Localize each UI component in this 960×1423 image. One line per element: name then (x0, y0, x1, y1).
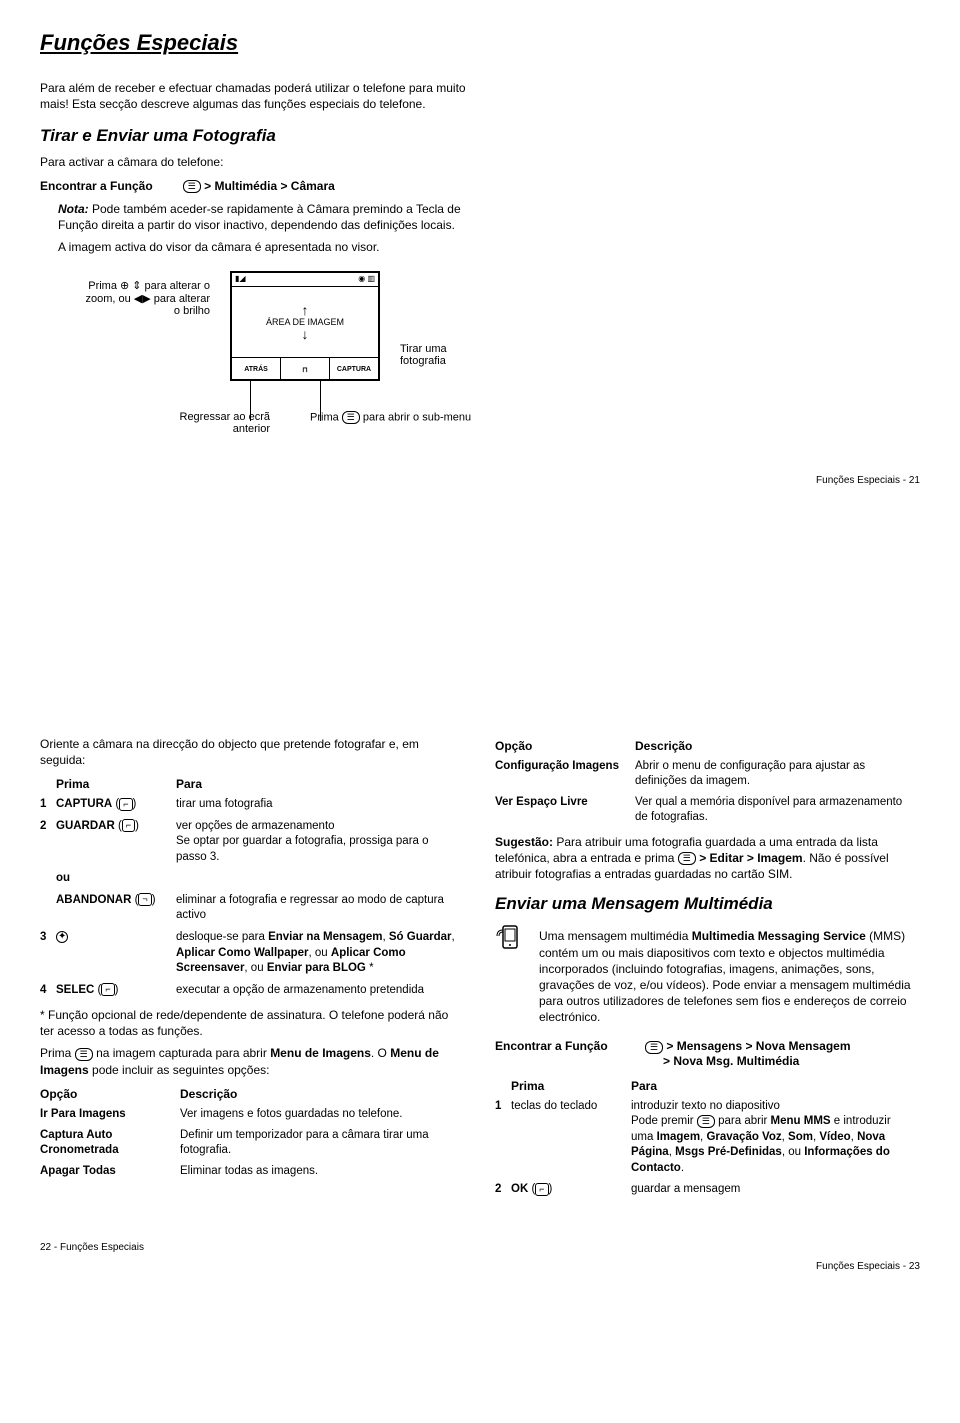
step2-desc: ver opções de armazenamento (176, 820, 335, 832)
menu-path-mms: ☰ > Mensagens > Nova Mensagem > Nova Msg… (645, 1039, 851, 1067)
page-21: Funções Especiais Para além de receber e… (0, 0, 960, 700)
camera-diagram: Prima ⊕ ⇕ para alterar o zoom, ou ◀▶ par… (80, 271, 920, 381)
step-row: 2 OK (⌐) guardar a mensagem (495, 1179, 920, 1201)
step-row: ABANDONAR (¬) eliminar a fotografia e re… (40, 890, 465, 927)
col-para: Para (176, 774, 465, 794)
screen-mock: ▮◢◉ ▥ ↑ ÁREA DE IMAGEM ↓ ATRÁS ⊓ CAPTURA (230, 271, 380, 381)
mms-step2-key: OK (511, 1183, 528, 1195)
screen-image-area: ↑ ÁREA DE IMAGEM ↓ (232, 287, 378, 357)
menu-path: ☰ > Multimédia > Câmara (183, 179, 335, 193)
mms-step1-desc2: Pode premir ☰ para abrir Menu MMS e intr… (631, 1115, 891, 1174)
mms-feature-icon (495, 922, 529, 956)
find-function-label: Encontrar a Função (495, 1039, 625, 1067)
page-footer-23: Funções Especiais - 23 (495, 1261, 920, 1272)
option-row: Configuração ImagensAbrir o menu de conf… (495, 756, 920, 792)
col-prima: Prima (56, 774, 176, 794)
section-heading-mms: Enviar uma Mensagem Multimédia (495, 894, 920, 914)
options-table-right: OpçãoDescrição Configuração ImagensAbrir… (495, 736, 920, 828)
option-row: Apagar TodasEliminar todas as imagens. (40, 1161, 465, 1182)
find-function-label: Encontrar a Função (40, 179, 153, 193)
note-label: Nota: (58, 202, 89, 216)
camera-visor: A imagem activa do visor da câmara é apr… (58, 239, 498, 255)
camera-activate: Para activar a câmara do telefone: (40, 154, 480, 170)
step2b-desc: eliminar a fotografia e regressar ao mod… (176, 890, 465, 927)
option-row: Ver Espaço LivreVer qual a memória dispo… (495, 792, 920, 828)
mms-step1-act: teclas do teclado (511, 1096, 631, 1180)
step2-key: GUARDAR (56, 820, 115, 832)
note-text: Pode também aceder-se rapidamente à Câma… (58, 202, 461, 232)
page-title: Funções Especiais (40, 30, 920, 56)
mms-step2-desc: guardar a mensagem (631, 1179, 920, 1201)
or-label: ou (56, 868, 176, 890)
mms-intro: Uma mensagem multimédia Multimedia Messa… (539, 928, 920, 1025)
menu-icon: ☰ (75, 1048, 93, 1061)
step-row: 2 GUARDAR (⌐) ver opções de armazenament… (40, 816, 465, 869)
diagram-submenu-label: Prima ☰ para abrir o sub-menu (310, 411, 480, 435)
path-text: > Multimédia > Câmara (204, 179, 335, 193)
col-desc: Descrição (635, 736, 920, 756)
submenu-a: Prima (310, 412, 342, 424)
screen-softkeys: ATRÁS ⊓ CAPTURA (232, 357, 378, 381)
page-22-23: Oriente a câmara na direcção do objecto … (0, 700, 960, 1380)
softkey-back: ATRÁS (232, 358, 281, 381)
step3-desc: desloque-se para Enviar na Mensagem, Só … (176, 927, 465, 980)
diagram-shoot-label: Tirar uma fotografia (400, 271, 480, 367)
page-23: OpçãoDescrição Configuração ImagensAbrir… (495, 730, 920, 1360)
intro-text: Para além de receber e efectuar chamadas… (40, 80, 480, 112)
softkey-icon: ⌐ (535, 1183, 548, 1196)
diagram-bottom-labels: Regressar ao ecrã anterior Prima ☰ para … (140, 411, 920, 435)
menu-icon: ☰ (342, 411, 360, 424)
step-row: ou (40, 868, 465, 890)
step-row: 3 desloque-se para Enviar na Mensagem, S… (40, 927, 465, 980)
star-footnote: * Função opcional de rede/dependente de … (40, 1007, 465, 1039)
orient-camera: Oriente a câmara na direcção do objecto … (40, 736, 465, 768)
steps-table: PrimaPara 1 CAPTURA (⌐) tirar uma fotogr… (40, 774, 465, 1001)
softkey-icon: ¬ (138, 893, 151, 906)
page-footer-22: 22 - Funções Especiais (40, 1242, 465, 1253)
diagram-zoom-label: Prima ⊕ ⇕ para alterar o zoom, ou ◀▶ par… (80, 271, 210, 317)
step2b-key: ABANDONAR (56, 894, 131, 906)
softkey-icon: ⌐ (122, 819, 135, 832)
step2-desc2: Se optar por guardar a fotografia, pross… (176, 835, 429, 863)
nav-icon (56, 931, 68, 943)
screen-statusbar: ▮◢◉ ▥ (232, 273, 378, 287)
step-row: 1 teclas do teclado introduzir texto no … (495, 1096, 920, 1180)
mms-intro-row: Uma mensagem multimédia Multimedia Messa… (495, 922, 920, 1031)
menu-icon: ☰ (678, 852, 696, 865)
step1-desc: tirar uma fotografia (176, 794, 465, 816)
menu-imagens-intro: Prima ☰ na imagem capturada para abrir M… (40, 1045, 465, 1077)
section-heading-photo: Tirar e Enviar uma Fotografia (40, 126, 920, 146)
find-function-row: Encontrar a Função ☰ > Multimédia > Câma… (40, 179, 480, 193)
col-prima: Prima (511, 1076, 631, 1096)
page-22: Oriente a câmara na direcção do objecto … (40, 730, 465, 1360)
option-row: Captura Auto CronometradaDefinir um temp… (40, 1125, 465, 1161)
softkey-icon: ⌐ (119, 798, 132, 811)
softkey-icon: ⌐ (101, 983, 114, 996)
options-table-left: OpçãoDescrição Ir Para ImagensVer imagen… (40, 1084, 465, 1182)
camera-note: Nota: Pode também aceder-se rapidamente … (58, 201, 498, 233)
find-function-row-mms: Encontrar a Função ☰ > Mensagens > Nova … (495, 1039, 920, 1067)
col-option: Opção (40, 1084, 180, 1104)
page-footer-21: Funções Especiais - 21 (40, 475, 920, 486)
col-para: Para (631, 1076, 920, 1096)
tip-text: Sugestão: Para atribuir uma fotografia g… (495, 834, 920, 883)
menu-icon: ☰ (183, 180, 201, 193)
step4-desc: executar a opção de armazenamento preten… (176, 980, 465, 1002)
mms-steps-table: PrimaPara 1 teclas do teclado introduzir… (495, 1076, 920, 1201)
mms-step1-desc: introduzir texto no diapositivo (631, 1100, 780, 1112)
menu-icon: ☰ (645, 1041, 663, 1054)
option-row: Ir Para ImagensVer imagens e fotos guard… (40, 1104, 465, 1125)
step-row: 4 SELEC (⌐) executar a opção de armazena… (40, 980, 465, 1002)
col-desc: Descrição (180, 1084, 465, 1104)
col-option: Opção (495, 736, 635, 756)
step4-key: SELEC (56, 984, 94, 996)
submenu-b: para abrir o sub-menu (360, 412, 471, 424)
menu-icon: ☰ (697, 1115, 715, 1128)
step-row: 1 CAPTURA (⌐) tirar uma fotografia (40, 794, 465, 816)
step1-key: CAPTURA (56, 798, 112, 810)
softkey-capture: CAPTURA (330, 358, 378, 381)
softkey-mid: ⊓ (281, 358, 330, 381)
